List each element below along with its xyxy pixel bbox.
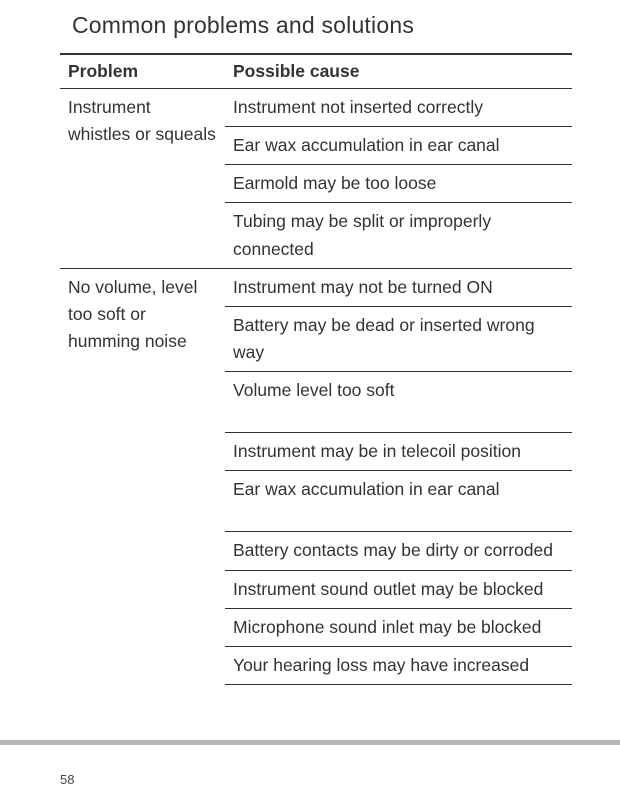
table-row: No volume, level too soft or humming noi… xyxy=(60,268,572,306)
cause-cell: Earmold may be too loose xyxy=(225,165,572,203)
troubleshooting-table: Problem Possible cause Instrument whistl… xyxy=(60,53,572,685)
cause-cell: Volume level too soft xyxy=(225,372,572,433)
table-header-row: Problem Possible cause xyxy=(60,54,572,89)
cause-cell: Tubing may be split or improperly connec… xyxy=(225,203,572,268)
cause-cell: Ear wax accumulation in ear canal xyxy=(225,127,572,165)
problem-cell: No volume, level too soft or humming noi… xyxy=(60,268,225,684)
page-title: Common problems and solutions xyxy=(72,12,572,39)
footer-bar xyxy=(0,740,620,745)
page-number: 58 xyxy=(60,772,74,787)
cause-cell: Instrument not inserted correctly xyxy=(225,89,572,127)
cause-cell: Instrument may be in telecoil position xyxy=(225,433,572,471)
cause-cell: Instrument sound outlet may be blocked xyxy=(225,570,572,608)
cause-cell: Instrument may not be turned ON xyxy=(225,268,572,306)
cause-cell: Microphone sound inlet may be blocked xyxy=(225,608,572,646)
header-problem: Problem xyxy=(60,54,225,89)
cause-cell: Your hearing loss may have increased xyxy=(225,646,572,684)
cause-cell: Battery may be dead or inserted wrong wa… xyxy=(225,306,572,371)
cause-cell: Battery contacts may be dirty or corrode… xyxy=(225,532,572,570)
problem-cell: Instrument whistles or squeals xyxy=(60,89,225,269)
table-row: Instrument whistles or squealsInstrument… xyxy=(60,89,572,127)
page-content: Common problems and solutions Problem Po… xyxy=(0,0,620,735)
cause-cell: Ear wax accumulation in ear canal xyxy=(225,471,572,532)
header-cause: Possible cause xyxy=(225,54,572,89)
